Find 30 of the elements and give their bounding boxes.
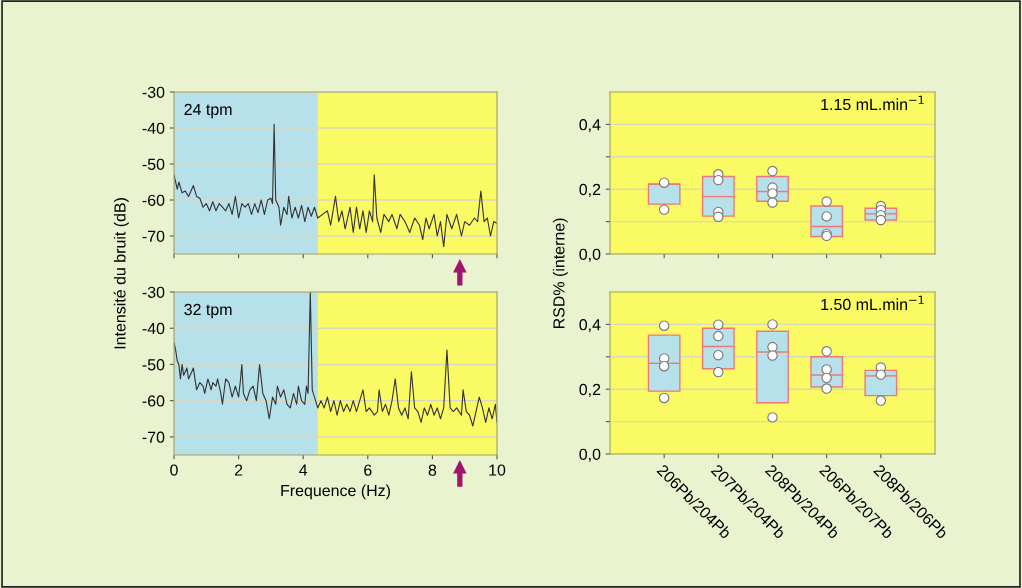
y-tick-label: -70: [142, 431, 165, 443]
y-tick-label: 0,2: [579, 183, 601, 198]
x-tick-label: 2: [234, 464, 243, 476]
x-axis-title: Frequence (Hz): [281, 484, 390, 500]
annotation: 1.15 mL.min$^{−1}$: [821, 95, 924, 111]
line-series: [174, 123, 497, 248]
y-tick-label: -30: [142, 286, 165, 298]
y-tick-label: 0,4: [579, 119, 601, 133]
y-axis-title: Intensité du bruit (dB): [113, 198, 129, 349]
x-tick-label: 10: [489, 464, 506, 476]
y-tick-label: -40: [142, 322, 165, 335]
x-tick-label: 4: [299, 464, 308, 476]
annotation: 32 tpm: [184, 303, 232, 319]
y-tick-label: -40: [142, 122, 165, 134]
y-axis-title: RSD% (interne): [552, 218, 568, 329]
y-tick-label: 0,4: [579, 319, 601, 333]
annotation: 24 tpm: [184, 103, 232, 119]
y-tick-label: 0,0: [579, 448, 601, 462]
y-tick-label: -60: [142, 194, 165, 206]
y-tick-label: -60: [142, 395, 165, 407]
y-tick-label: -50: [142, 359, 165, 371]
x-tick-label: 8: [428, 464, 437, 476]
x-tick-label: 0: [170, 464, 178, 476]
y-tick-label: -50: [142, 158, 165, 170]
y-tick-label: -70: [142, 230, 165, 242]
y-tick-label: -30: [142, 86, 165, 98]
y-tick-label: 0,2: [579, 383, 601, 398]
annotation: 1.50 mL.min$^{−1}$: [821, 295, 924, 311]
x-tick-label: 6: [364, 464, 372, 476]
y-tick-label: 0,0: [579, 248, 601, 262]
